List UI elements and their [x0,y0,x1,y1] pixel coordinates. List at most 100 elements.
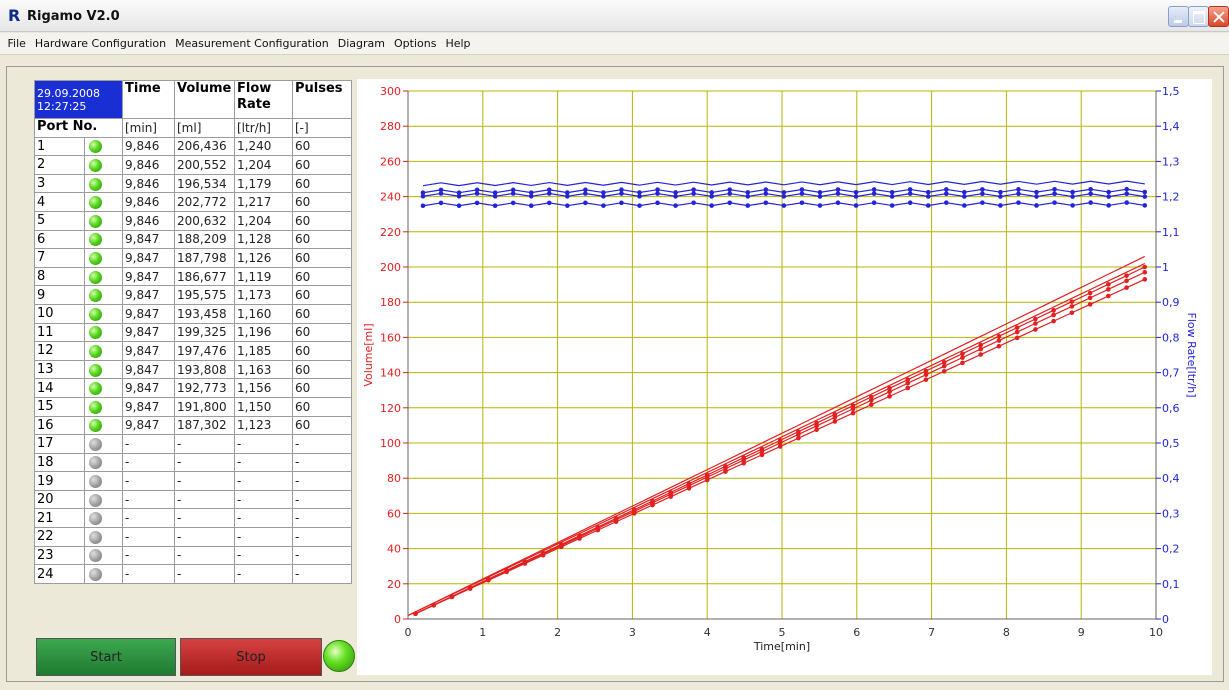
flow-series-point [962,189,967,195]
flow-series-point [781,203,787,208]
flow-series-point [1088,200,1093,205]
port-number: 11 [34,322,85,343]
volume-series-point [1014,325,1020,330]
flow-series-point [492,190,498,195]
flow-series [422,180,1145,187]
volume-series-point [996,334,1002,339]
time-value: - [122,545,175,566]
port-status [84,173,123,194]
flow-series-point [709,203,714,208]
volume-series-point [1087,290,1093,296]
status-led-on-icon [89,363,102,377]
menu-help[interactable]: Help [445,37,471,50]
port-number: 22 [34,527,85,547]
volume-series-point [504,569,509,575]
flow-series-point [1070,203,1075,208]
flow-series-point [781,190,787,195]
flow-series-point [438,187,444,193]
port-status [84,136,123,157]
x-tick-label: 3 [629,626,636,639]
flow-series-point [546,191,552,196]
port-status [84,341,123,361]
status-led-on-icon [89,270,102,284]
port-number: 19 [34,471,85,491]
volume-series-point [741,460,746,466]
flow-value: - [234,471,293,491]
y-right-tick-label: 0,1 [1162,578,1180,591]
flow-series-point [583,187,588,193]
pulses-value: - [292,434,352,454]
start-button[interactable]: Start [36,638,176,676]
menu-measurement-configuration[interactable]: Measurement Configuration [175,37,329,50]
header-port-no: Port No. [34,118,123,138]
flow-series-point [510,200,516,206]
port-status [84,471,123,491]
port-number: 15 [34,396,85,417]
volume-value: - [174,434,235,454]
flow-series-point [1124,186,1130,192]
ports-body: 1 9,846 206,436 1,240 60 2 9,846 200,552 1,204 60… [34,136,352,584]
flow-series-point [943,200,949,205]
port-number: 8 [34,266,85,287]
flow-series-point [763,200,769,206]
flow-value: 1,204 [234,155,293,175]
volume-value: 199,325 [174,322,235,343]
pulses-value: 60 [292,248,352,268]
flow-series-point [962,194,967,199]
unit-time: [min] [122,118,175,138]
maximize-button[interactable] [1188,6,1209,27]
volume-series-point [1051,312,1056,318]
volume-series-point [486,577,491,583]
menu-file[interactable]: File [7,37,26,50]
pulses-value: 60 [292,303,352,324]
volume-series-point [1033,316,1038,322]
port-status [84,192,123,212]
menu-diagram[interactable]: Diagram [337,37,385,50]
status-led-off-icon [89,512,102,526]
port-status [84,229,123,250]
pulses-value: - [292,527,352,547]
port-number: 6 [34,229,85,250]
y-right-tick-label: 0,7 [1162,367,1180,380]
flow-series-point [474,200,480,206]
time-text: 12:27:25 [37,99,87,113]
flow-series-point [1034,189,1039,195]
flow-value: 1,196 [234,322,293,343]
status-led-on-icon [89,196,102,210]
flow-series-point [1142,203,1148,208]
volume-series-point [905,377,911,382]
time-value: 9,847 [122,341,175,361]
volume-series-point [613,519,619,525]
volume-value: 187,798 [174,248,235,268]
x-tick-label: 2 [554,626,561,639]
menu-hardware-configuration[interactable]: Hardware Configuration [34,37,167,50]
flow-series-point [601,194,606,199]
close-button[interactable] [1208,6,1229,27]
minimize-button[interactable] [1168,6,1189,27]
flow-series-point [528,203,534,208]
y-left-tick-label: 200 [380,261,401,274]
title-bar[interactable]: R Rigamo V2.0 [0,0,1229,32]
x-tick-label: 5 [779,626,786,639]
menu-options[interactable]: Options [394,37,437,50]
table-row: 3 9,846 196,534 1,179 60 [34,173,352,194]
y-left-tick-label: 280 [380,120,401,133]
chart-svg: 0 1 2 3 4 5 6 7 8 9 100204060801001201401601802002… [362,85,1198,653]
port-status [84,489,123,510]
table-row: 17- - - - [34,434,352,454]
time-value: - [122,471,175,491]
volume-value: 193,458 [174,303,235,324]
table-row: 15 9,847 191,800 1,150 60 [34,396,352,417]
volume-series-point [814,427,819,433]
flow-series-point [619,187,624,193]
stop-button[interactable]: Stop [180,638,322,676]
status-led-on-icon [89,158,102,172]
flow-series-point [619,200,624,206]
volume-series-point [704,477,710,483]
time-value: 9,846 [122,173,175,194]
flow-series-point [1088,191,1093,197]
volume-series-point [723,469,728,474]
volume-series-point [631,511,637,516]
table-row: 9 9,847 195,575 1,173 60 [34,285,352,305]
flow-value: 1,163 [234,359,293,380]
